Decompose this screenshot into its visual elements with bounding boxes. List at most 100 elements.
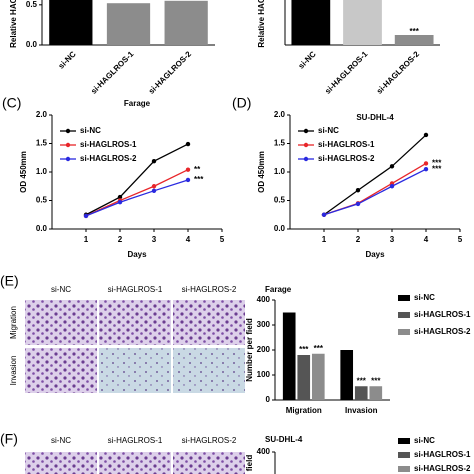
bar [311,353,325,400]
chart-title: Farage [265,285,292,294]
significance: *** [371,376,381,385]
x-tick-label: 1 [84,235,89,244]
significance: *** [432,159,442,168]
panel-label: (C) [2,95,21,111]
bar [282,312,296,400]
legend-label: si-HAGLROS-1 [414,450,471,459]
x-tick-label: 4 [186,235,191,244]
column-label: si-HAGLROS-1 [108,285,163,294]
legend-marker [65,128,71,134]
column-label: si-HAGLROS-2 [182,436,237,445]
y-tick-label: 1.5 [274,139,286,148]
micrograph [99,300,171,345]
legend-label: si-HAGLROS-1 [318,140,375,149]
y-axis-label: Number per field [245,318,254,382]
micrograph [99,452,171,474]
significance: *** [194,175,204,184]
data-point [185,167,191,172]
y-tick-label: 300 [257,320,271,329]
x-tick-label: 1 [322,235,327,244]
y-tick-label: 400 [257,447,271,456]
chart-title: Farage [124,99,151,108]
legend-label: si-NC [318,126,339,135]
legend-label: si-HAGLROS-2 [80,154,137,163]
significance: *** [409,27,419,36]
y-tick-label: 400 [257,295,271,304]
y-axis-label: Relative HAG [9,0,18,48]
legend-label: si-HAGLROS-1 [414,310,471,319]
data-point [117,194,123,200]
x-tick-label: 3 [152,235,157,244]
series-line [85,143,189,216]
data-point [185,177,191,183]
data-point [185,141,191,147]
bar [340,350,354,400]
significance: *** [357,376,367,385]
data-point [151,184,157,189]
legend-swatch [398,466,410,472]
legend-marker [303,142,309,148]
y-tick-label: 1.0 [36,167,48,176]
legend-swatch [398,295,410,301]
x-tick-label: si-NC [57,49,78,70]
legend-label: si-HAGLROS-1 [80,140,137,149]
significance: *** [314,344,324,353]
x-tick-label: Migration [286,406,322,415]
significance: *** [124,0,134,4]
y-tick-label: 200 [257,345,271,354]
y-axis-label: field [245,455,254,472]
data-point [423,132,429,138]
micrograph [99,348,171,393]
data-point [423,166,429,172]
x-tick-label: si-HAGLROS-1 [323,49,370,96]
panel-label: (D) [232,95,251,111]
legend-label: si-HAGLROS-2 [318,154,375,163]
x-tick-label: 5 [220,235,225,244]
legend-swatch [398,312,410,318]
x-tick-label: 3 [390,235,395,244]
y-tick-label: 0.0 [274,224,286,233]
series-line [85,169,189,217]
micrograph [173,348,245,393]
legend-label: si-NC [80,126,101,135]
x-tick-label: si-HAGLROS-2 [375,49,422,96]
y-tick-label: 1.5 [36,139,48,148]
x-tick-label: si-HAGLROS-1 [89,49,136,96]
legend-swatch [398,452,410,458]
y-axis-label: Relative HAC [257,0,266,48]
micrograph [173,452,245,474]
x-tick-label: si-NC [297,49,318,70]
column-label: si-NC [51,285,71,294]
data-point [151,188,157,194]
column-label: si-NC [51,436,71,445]
row-label: Invasion [9,356,18,386]
significance: *** [432,164,442,173]
x-tick-label: 2 [356,235,361,244]
y-tick-label: 0.5 [274,196,286,205]
chart-title: SU-DHL-4 [265,435,303,444]
y-tick-label: 0.0 [26,40,38,49]
data-point [151,158,157,164]
chart-title: SU-DHL-4 [356,113,394,122]
legend-marker [65,156,71,162]
data-point [389,164,395,169]
y-tick-label: 0.5 [36,196,48,205]
column-label: si-HAGLROS-2 [182,285,237,294]
bar [49,0,93,45]
data-point [423,161,429,166]
legend-label: si-HAGLROS-2 [414,327,471,336]
x-tick-label: 5 [458,235,463,244]
bar [343,0,382,45]
legend-marker [303,156,309,162]
legend-label: si-HAGLROS-2 [414,464,471,473]
bar [164,0,208,46]
micrograph [25,452,97,474]
micrograph [25,300,97,345]
column-label: si-HAGLROS-1 [108,436,163,445]
y-tick-label: 100 [257,370,271,379]
y-tick-label: 1.0 [274,167,286,176]
series-line [323,168,427,216]
x-axis-label: Days [127,250,147,259]
significance: ** [194,165,201,174]
data-point [83,213,89,219]
